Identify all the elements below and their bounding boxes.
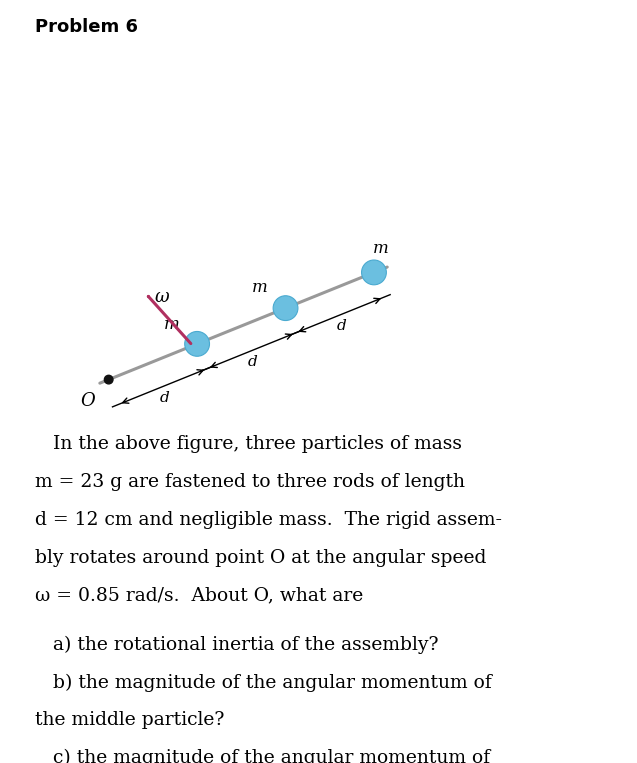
Circle shape <box>362 260 387 285</box>
Text: m: m <box>252 278 268 295</box>
Text: d: d <box>159 391 169 404</box>
Text: O: O <box>80 391 95 410</box>
Circle shape <box>185 331 210 356</box>
Text: c) the magnitude of the angular momentum of: c) the magnitude of the angular momentum… <box>35 749 490 763</box>
Text: ω = 0.85 rad/s.  About O, what are: ω = 0.85 rad/s. About O, what are <box>35 587 363 604</box>
Circle shape <box>104 375 113 384</box>
Text: ω: ω <box>155 288 169 306</box>
Text: bly rotates around point O at the angular speed: bly rotates around point O at the angula… <box>35 549 487 567</box>
Text: a) the rotational inertia of the assembly?: a) the rotational inertia of the assembl… <box>35 636 438 654</box>
Text: Problem 6: Problem 6 <box>35 18 138 37</box>
FancyArrowPatch shape <box>148 296 191 343</box>
Text: d = 12 cm and negligible mass.  The rigid assem-: d = 12 cm and negligible mass. The rigid… <box>35 511 502 529</box>
Text: In the above figure, three particles of mass: In the above figure, three particles of … <box>35 436 462 453</box>
Text: d: d <box>248 355 257 369</box>
Text: m = 23 g are fastened to three rods of length: m = 23 g are fastened to three rods of l… <box>35 473 465 491</box>
Text: the middle particle?: the middle particle? <box>35 711 224 729</box>
Circle shape <box>273 296 298 320</box>
Text: m: m <box>373 240 389 257</box>
Text: m: m <box>164 317 179 333</box>
Text: b) the magnitude of the angular momentum of: b) the magnitude of the angular momentum… <box>35 674 492 691</box>
Text: d: d <box>336 319 346 333</box>
